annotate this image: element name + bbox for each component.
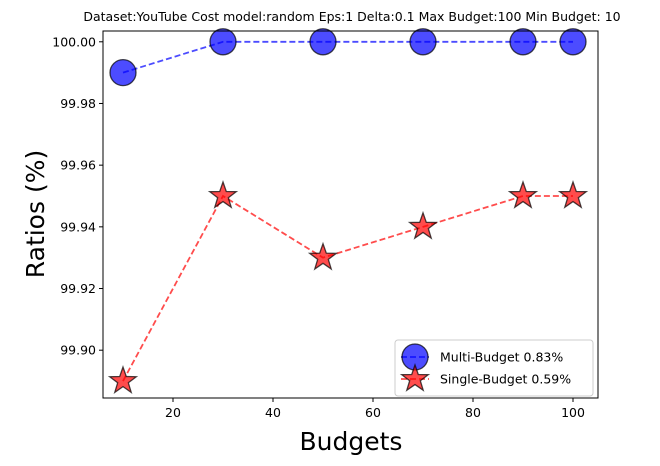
- x-tick-label-2: 40: [265, 405, 281, 420]
- y-tick-label-4: 99.96: [60, 158, 96, 173]
- legend-marker-2: [399, 363, 431, 392]
- x-tick-label-4: 80: [465, 405, 481, 420]
- y-tick-label-2: 99.92: [60, 281, 96, 296]
- plot-area: [103, 31, 598, 398]
- data-point-2-2: [207, 180, 239, 209]
- legend-label-1: Multi-Budget 0.83%: [440, 350, 563, 365]
- x-tick-label-1: 20: [165, 405, 181, 420]
- y-tick-label-6: 100.00: [52, 34, 96, 49]
- data-point-2-6: [557, 180, 589, 209]
- x-axis-label: Budgets: [300, 427, 403, 456]
- y-tick-label-5: 99.98: [60, 96, 96, 111]
- data-point-2-1: [107, 365, 139, 394]
- y-tick-label-1: 99.90: [60, 343, 96, 358]
- legend-label-2: Single-Budget 0.59%: [440, 372, 571, 387]
- y-tick-label-3: 99.94: [60, 219, 96, 234]
- data-point-1-5: [509, 28, 537, 56]
- series-line-1: [122, 40, 573, 74]
- x-tick-label-5: 100: [561, 405, 585, 420]
- x-axis-ticks: 20 40 60 80 100: [165, 398, 585, 420]
- data-point-2-3: [307, 241, 339, 271]
- data-point-2-5: [507, 180, 539, 209]
- data-point-1-6: [559, 28, 587, 56]
- plot-background: [103, 31, 598, 398]
- data-point-1-1: [109, 58, 137, 87]
- series-markers: [107, 28, 589, 394]
- legend: Multi-Budget 0.83% Single-Budget 0.59%: [394, 339, 594, 397]
- y-axis-ticks: 99.90 99.92 99.94 99.96 99.98 100.00: [52, 34, 103, 358]
- data-point-1-4: [409, 28, 437, 56]
- x-tick-label-3: 60: [365, 405, 381, 420]
- y-axis-label: Ratios (%): [21, 150, 50, 278]
- chart-title: Dataset:YouTube Cost model:random Eps:1 …: [83, 9, 620, 24]
- axes-frame: [102, 30, 599, 399]
- data-point-1-3: [309, 28, 337, 56]
- axes: [102, 30, 599, 399]
- data-point-2-4: [407, 210, 439, 240]
- data-point-1-2: [209, 28, 237, 56]
- legend-frame: [394, 339, 594, 397]
